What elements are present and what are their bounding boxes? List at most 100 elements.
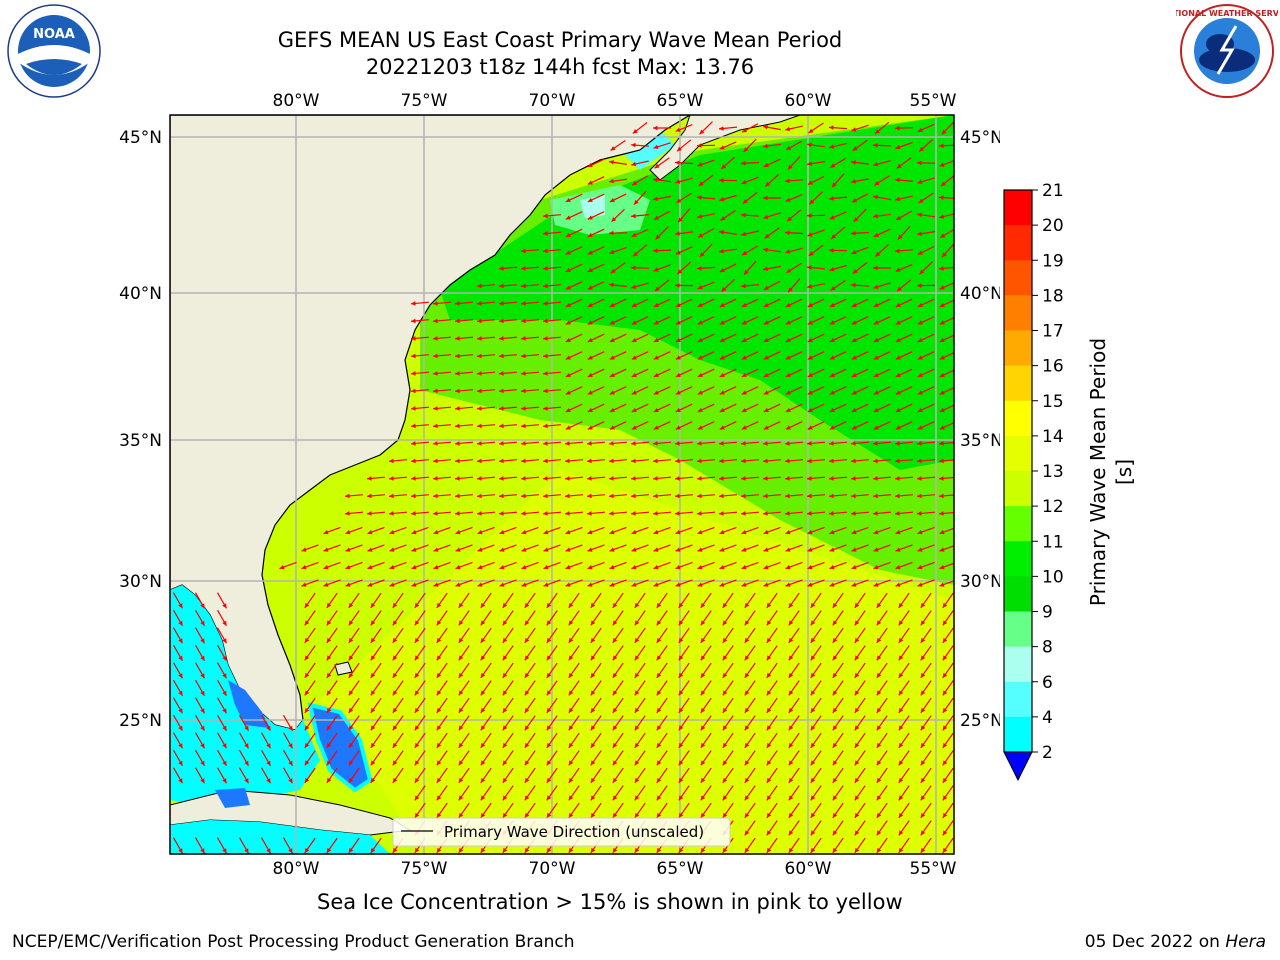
wave-arrow-head — [854, 742, 860, 748]
wave-arrow-head — [788, 760, 794, 766]
wave-arrow-head — [326, 847, 332, 853]
wave-arrow-head — [455, 301, 460, 306]
wave-arrow-head — [656, 812, 662, 818]
wave-arrow-head — [785, 355, 791, 360]
wave-arrow-head — [348, 602, 354, 608]
wave-arrow-head — [920, 777, 926, 783]
wave-arrow-head — [854, 760, 860, 766]
wave-arrow-head — [766, 602, 772, 608]
wave-arrow-head — [502, 760, 508, 766]
wave-arrow-head — [631, 337, 637, 342]
wave-arrow-head — [895, 372, 901, 377]
wave-arrow-head — [942, 812, 948, 818]
wave-arrow-head — [873, 372, 879, 377]
chart-title: GEFS MEAN US East Coast Primary Wave Mea… — [277, 28, 843, 52]
wave-arrow-head — [433, 301, 438, 306]
wave-arrow-head — [873, 511, 878, 516]
wave-arrow-head — [917, 160, 922, 166]
wave-arrow-head — [917, 320, 923, 325]
wave-arrow-head — [499, 493, 504, 499]
lat-label-left: 40°N — [119, 284, 162, 304]
wave-arrow-head — [719, 529, 725, 535]
wave-arrow-head — [370, 725, 376, 731]
wave-arrow-head — [345, 582, 351, 587]
wave-arrow-head — [367, 529, 373, 535]
colorbar-cell — [1004, 471, 1032, 507]
wave-arrow-head — [785, 126, 790, 132]
wave-arrow-head — [587, 267, 593, 272]
wave-arrow-head — [477, 318, 482, 324]
wave-arrow-head — [920, 602, 926, 608]
wave-arrow-head — [524, 795, 530, 801]
wave-arrow-head — [543, 231, 548, 236]
wave-arrow-head — [807, 425, 813, 430]
wave-arrow-head — [788, 655, 794, 661]
wave-arrow-head — [543, 336, 548, 341]
chart-subtitle: 20221203 t18z 144h fcst Max: 13.76 — [365, 55, 755, 79]
wave-arrow-head — [898, 707, 904, 713]
wave-arrow-head — [741, 425, 747, 430]
wave-arrow-head — [697, 511, 702, 516]
wave-arrow-head — [587, 302, 593, 307]
wave-arrow-head — [942, 795, 948, 801]
wave-arrow-head — [414, 655, 420, 661]
wave-arrow-head — [895, 547, 901, 552]
wave-arrow-head — [200, 638, 205, 644]
wave-arrow-head — [763, 511, 768, 516]
wave-arrow-head — [222, 655, 227, 661]
wave-arrow-head — [326, 620, 332, 626]
wave-arrow-head — [722, 672, 728, 678]
wave-arrow-head — [436, 620, 442, 626]
wave-arrow-head — [370, 672, 376, 678]
wave-arrow-head — [744, 742, 750, 748]
wave-arrow-head — [829, 337, 835, 342]
wave-arrow-head — [632, 129, 638, 134]
wave-arrow-head — [876, 725, 882, 731]
wave-arrow-head — [832, 182, 837, 188]
wave-arrow-head — [719, 355, 725, 360]
wave-arrow-head — [917, 441, 922, 446]
wave-arrow-head — [917, 212, 922, 218]
wave-arrow-head — [521, 283, 526, 289]
wave-arrow-head — [367, 547, 373, 552]
wave-arrow-head — [942, 707, 948, 713]
wave-arrow-head — [565, 215, 571, 220]
wave-arrow-head — [832, 725, 838, 731]
wave-arrow-head — [939, 302, 945, 307]
wave-arrow-head — [370, 707, 376, 713]
wave-arrow-head — [565, 372, 571, 377]
wave-arrow-head — [873, 407, 879, 412]
wave-arrow-head — [744, 795, 750, 801]
wave-arrow-head — [873, 143, 878, 148]
wave-arrow-head — [742, 128, 748, 133]
wave-arrow-head — [480, 847, 486, 853]
wave-arrow-head — [697, 162, 703, 167]
wave-arrow-head — [810, 725, 816, 731]
wave-arrow-head — [920, 707, 926, 713]
wave-arrow-head — [656, 847, 662, 853]
wave-arrow-head — [524, 725, 530, 731]
wave-arrow-head — [499, 423, 504, 429]
wave-arrow-head — [634, 795, 640, 801]
wave-arrow-head — [766, 847, 772, 853]
wave-arrow-head — [477, 476, 482, 481]
wave-arrow-head — [458, 847, 464, 853]
wave-arrow-head — [568, 795, 574, 801]
wave-arrow-head — [590, 847, 596, 853]
wave-arrow-head — [810, 655, 816, 661]
wave-arrow-head — [433, 406, 438, 411]
wave-arrow-head — [675, 127, 681, 132]
wave-arrow-head — [609, 547, 615, 552]
wave-arrow-head — [568, 760, 574, 766]
wave-arrow-head — [763, 337, 769, 342]
wave-arrow-head — [411, 582, 417, 587]
wave-arrow-head — [609, 337, 615, 342]
wave-arrow-head — [720, 216, 726, 221]
wave-arrow-head — [785, 476, 790, 481]
wave-arrow-head — [920, 795, 926, 801]
wave-arrow-head — [543, 353, 548, 359]
wave-arrow-head — [521, 476, 526, 481]
wave-arrow-head — [675, 564, 681, 570]
wave-arrow-head — [458, 602, 464, 608]
wave-arrow-head — [785, 390, 791, 395]
